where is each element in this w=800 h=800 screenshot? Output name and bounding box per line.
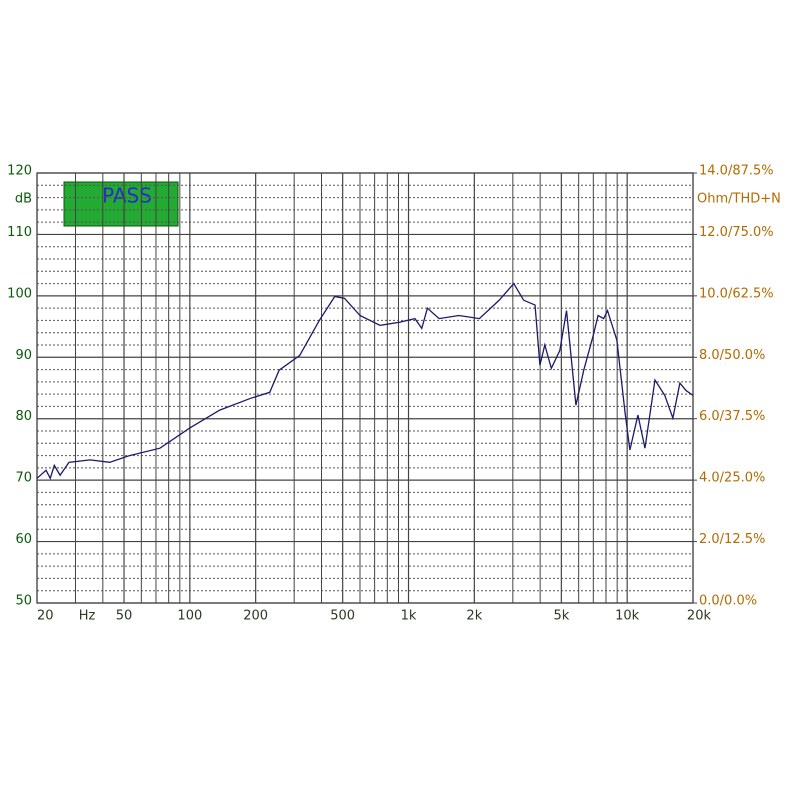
- y-tick-label: 70: [15, 471, 32, 486]
- y-tick-label: 120: [7, 164, 32, 179]
- x-tick-label: 10k: [615, 609, 640, 624]
- x-axis-label: Hz: [79, 609, 96, 624]
- y2-axis-label: Ohm/THD+N: [697, 192, 781, 207]
- y-tick-label: 50: [15, 594, 32, 609]
- pass-label: PASS: [102, 184, 152, 208]
- y2-tick-label: 4.0/25.0%: [699, 471, 765, 486]
- y2-tick-label: 2.0/12.5%: [699, 532, 765, 547]
- x-tick-label: 50: [116, 609, 133, 624]
- y-tick-label: 100: [7, 286, 32, 301]
- y-tick-label: 90: [15, 348, 32, 363]
- x-tick-label: 500: [330, 609, 355, 624]
- x-tick-label: 20: [37, 609, 54, 624]
- plot-frame: [36, 172, 694, 604]
- x-tick-label: 200: [243, 609, 268, 624]
- y-tick-label: 60: [15, 532, 32, 547]
- y2-tick-label: 6.0/37.5%: [699, 409, 765, 424]
- x-tick-label: 20k: [687, 609, 712, 624]
- y2-tick-label: 8.0/50.0%: [699, 348, 765, 363]
- x-tick-label: 5k: [553, 609, 569, 624]
- y-tick-label: 80: [15, 409, 32, 424]
- y-axis-label: dB: [15, 192, 32, 207]
- x-tick-label: 2k: [466, 609, 482, 624]
- y2-tick-label: 0.0/0.0%: [699, 594, 757, 609]
- response-line: [36, 282, 694, 480]
- pass-badge: [63, 181, 179, 227]
- y-tick-label: 110: [7, 225, 32, 240]
- y2-tick-label: 10.0/62.5%: [699, 286, 774, 301]
- y2-tick-label: 12.0/75.0%: [699, 225, 774, 240]
- x-tick-label: 1k: [401, 609, 417, 624]
- y2-tick-label: 14.0/87.5%: [699, 164, 774, 179]
- x-tick-label: 100: [177, 609, 202, 624]
